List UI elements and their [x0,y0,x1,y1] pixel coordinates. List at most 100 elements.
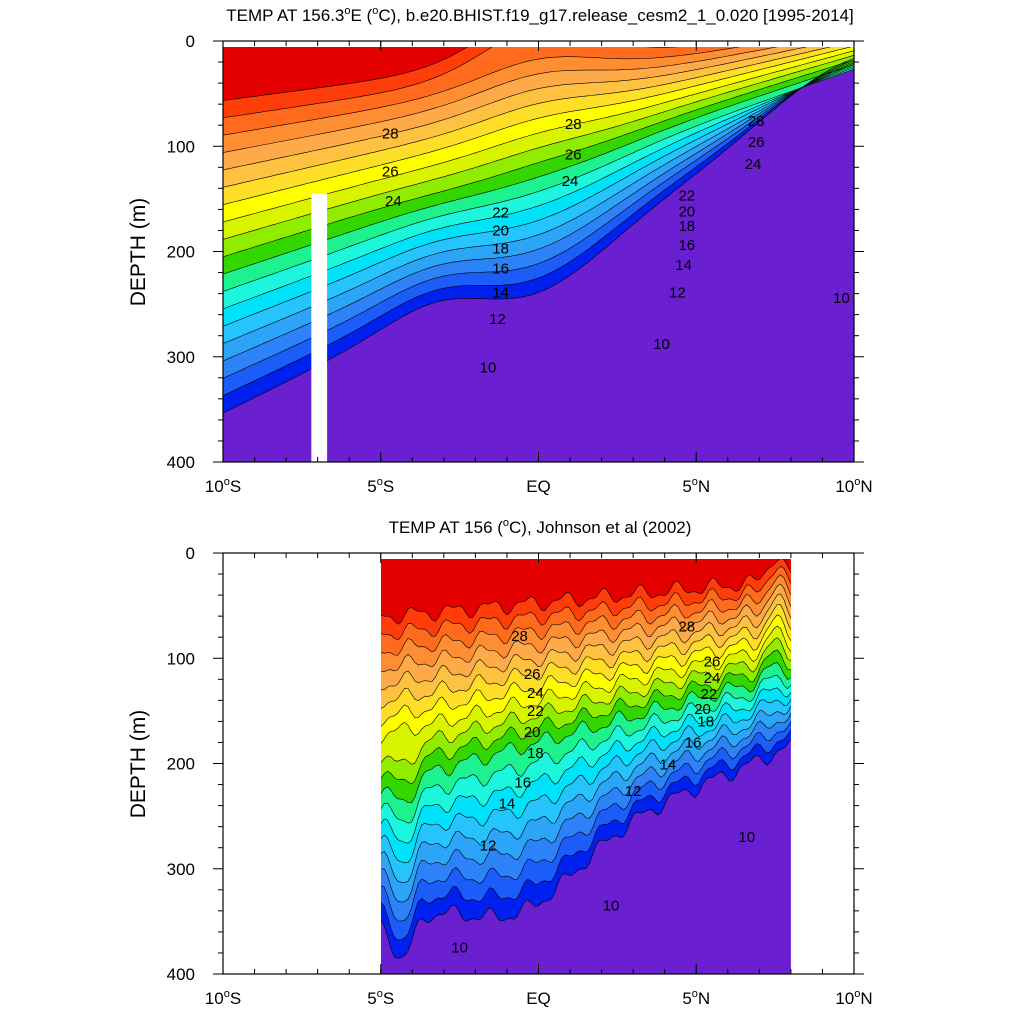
contour-label: 28 [511,628,528,645]
contour-label: 10 [738,829,755,846]
x-tick-label: 10oN [835,988,872,1008]
contour-label: 22 [701,686,718,703]
contour-line [381,729,791,941]
missing-data-column [311,193,328,463]
contour-line [381,739,791,959]
axes: 10oS 5oS EQ 5oN 10oN 0 100 200 300 400 [167,544,873,1008]
contour-label: 10 [480,359,497,376]
contour-label: 18 [527,745,544,762]
contour-line [223,47,680,119]
contour-line [223,47,852,205]
contour-label: 14 [660,757,677,774]
x-tick-label: EQ [526,989,551,1008]
chart-title: TEMP AT 156 (oC), Johnson et al (2002) [389,517,692,537]
contour-label: 26 [704,653,721,670]
contour-line [223,47,832,188]
contour-label: 24 [527,685,544,702]
contour-line [381,583,791,673]
contour-label: 24 [745,156,762,173]
contour-line [381,637,791,765]
contour-label: 20 [694,701,711,718]
contour-line [223,64,854,275]
temperature-contour-lines [381,559,791,959]
contour-line [223,61,854,379]
contour-line [223,68,854,292]
x-tick-label: 10oS [205,476,241,496]
y-tick-label: 400 [167,965,195,984]
contour-label: 26 [748,134,765,151]
contour-labels: 2826242826242826242220181614121022201816… [382,113,850,376]
contour-label: 22 [492,205,509,222]
x-tick-label: 5oN [682,476,710,496]
contour-line [381,721,791,922]
contour-label: 14 [675,257,692,274]
panel-observations: TEMP AT 156 (oC), Johnson et al (2002) D… [127,517,873,1008]
contour-label: 28 [678,619,695,636]
contour-label: 10 [833,290,850,307]
missing-data-bar [311,193,328,463]
contour-line [381,674,791,824]
contour-line [381,625,791,744]
x-tick-label: 5oS [367,476,394,496]
contour-label: 10 [603,898,620,915]
contour-band [223,47,468,101]
contour-label: 16 [685,734,702,751]
contour-label: 28 [382,126,399,143]
contour-label: 24 [562,173,579,190]
y-tick-label: 300 [167,860,195,879]
x-tick-label: EQ [526,477,551,496]
contour-label: 20 [492,222,509,239]
contour-label: 22 [527,703,544,720]
contour-line [381,565,791,641]
y-tick-label: 200 [167,755,195,774]
y-axis-label: DEPTH (m) [127,198,150,307]
contour-line [381,614,791,727]
contour-label: 14 [499,795,516,812]
y-axis-label: DEPTH (m) [127,710,150,819]
contour-line [381,687,791,844]
contour-label: 24 [385,193,402,210]
contour-label: 20 [524,724,541,741]
y-tick-label: 0 [186,32,195,51]
x-tick-label: 5oS [367,988,394,1008]
contour-line [381,698,791,864]
contour-line [381,593,791,691]
contour-line [223,64,854,344]
y-tick-label: 100 [167,649,195,668]
contour-labels: 2828262422201816141210262422201816141210… [451,619,755,957]
contour-band [381,559,791,625]
temperature-contour-fill [381,559,791,974]
contour-line [223,47,808,171]
contour-label: 24 [704,670,721,687]
contour-line [381,604,791,709]
contour-label: 12 [480,838,497,855]
contour-label: 16 [514,774,531,791]
contour-label: 20 [678,204,695,221]
contour-label: 26 [382,164,399,181]
contour-line [223,65,854,327]
contour-label: 16 [492,260,509,277]
contour-line [223,55,854,240]
contour-line [381,559,791,625]
contour-line [381,713,791,903]
contour-line [223,47,778,153]
temperature-contour-fill [223,47,854,462]
contour-label: 10 [451,940,468,957]
y-tick-label: 400 [167,453,195,472]
contour-line [223,47,468,101]
x-tick-label: 5oN [682,988,710,1008]
contour-label: 12 [625,783,642,800]
contour-line [381,662,791,804]
contour-line [381,574,791,656]
contour-line [223,50,854,223]
contour-label: 12 [669,285,686,302]
contour-label: 26 [524,666,541,683]
contour-label: 16 [678,237,695,254]
chart-title: TEMP AT 156.3oE (oC), b.e20.BHIST.f19_g1… [226,5,854,25]
y-tick-label: 0 [186,544,195,563]
contour-label: 28 [565,116,582,133]
contour-label: 28 [748,113,765,130]
contour-line [381,705,791,883]
contour-label: 10 [653,336,670,353]
